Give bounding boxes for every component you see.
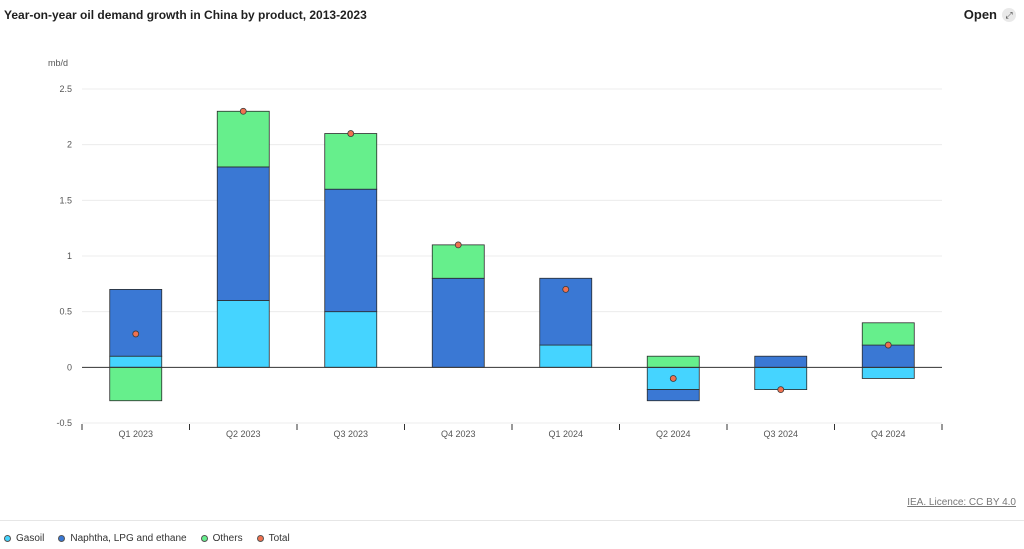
y-tick-label: -0.5: [56, 418, 72, 428]
total-points: [132, 107, 892, 394]
bar-segment-naphtha[interactable]: [324, 188, 378, 313]
total-point[interactable]: [347, 130, 355, 137]
chart-title: Year-on-year oil demand growth in China …: [4, 8, 367, 22]
bar-segment-others[interactable]: [109, 366, 163, 402]
total-point[interactable]: [669, 375, 677, 382]
bar-segment-naphtha[interactable]: [216, 166, 270, 301]
bar-segment-naphtha[interactable]: [431, 277, 485, 368]
x-tick-label: Q3 2024: [763, 429, 798, 439]
total-point[interactable]: [454, 241, 462, 249]
x-tick-label: Q2 2024: [656, 429, 691, 439]
y-tick-label: 1: [67, 251, 72, 261]
y-tick-label: 2: [67, 140, 72, 150]
bar-segment-others[interactable]: [216, 110, 270, 168]
bar-segment-gasoil[interactable]: [109, 355, 163, 368]
total-point[interactable]: [562, 285, 570, 293]
bar-segment-gasoil[interactable]: [861, 366, 915, 379]
bar-segment-gasoil[interactable]: [324, 311, 378, 368]
legend-swatch-gasoil: [4, 535, 11, 542]
x-tick-label: Q4 2023: [441, 429, 476, 439]
bar-segment-gasoil[interactable]: [216, 300, 270, 368]
bar-segment-naphtha[interactable]: [754, 355, 808, 368]
legend-label-gasoil: Gasoil: [16, 533, 45, 544]
x-tick-label: Q1 2024: [548, 429, 583, 439]
bar-segment-naphtha[interactable]: [646, 389, 700, 402]
y-tick-label: 1.5: [59, 195, 72, 205]
y-tick-label: 2.5: [59, 84, 72, 94]
legend: Gasoil Naphtha, LPG and ethane Others To…: [4, 533, 290, 544]
bar-segment-others[interactable]: [324, 133, 378, 190]
legend-label-others: Others: [212, 533, 243, 544]
x-tick-label: Q3 2023: [333, 429, 368, 439]
licence-link[interactable]: IEA. Licence: CC BY 4.0: [907, 497, 1016, 508]
total-point[interactable]: [884, 341, 892, 349]
total-point[interactable]: [777, 386, 785, 394]
legend-label-naphtha: Naphtha, LPG and ethane: [70, 533, 187, 544]
divider: [0, 520, 1024, 521]
bar-segment-others[interactable]: [646, 355, 700, 368]
y-tick-label: 0.5: [59, 307, 72, 317]
legend-swatch-total: [256, 535, 264, 542]
expand-arrows-icon: ⤢: [1002, 7, 1016, 22]
x-tick-label: Q1 2023: [118, 429, 153, 439]
gridlines: [82, 88, 942, 424]
x-tick-label: Q4 2024: [871, 429, 906, 439]
total-point[interactable]: [239, 107, 247, 115]
legend-item-naphtha[interactable]: Naphtha, LPG and ethane: [58, 533, 187, 544]
open-button[interactable]: Open ⤢: [964, 7, 1016, 22]
legend-label-total: Total: [268, 533, 290, 544]
legend-swatch-others: [200, 535, 208, 542]
total-point[interactable]: [132, 330, 140, 338]
chart-area: 2.5 2 1.5 1 0.5 0 -0.5 Q1 2023 Q2 2023 Q3 2023 Q4 …: [48, 58, 943, 439]
legend-item-total[interactable]: Total: [256, 533, 290, 544]
open-button-label: Open: [963, 7, 997, 22]
bars: [109, 110, 915, 402]
axes: 2.5 2 1.5 1 0.5 0 -0.5 Q1 2023 Q2 2023 Q3 2023 Q4 …: [56, 84, 943, 439]
bar-segment-naphtha[interactable]: [109, 288, 163, 357]
y-axis-label: mb/d: [48, 58, 68, 68]
legend-item-gasoil[interactable]: Gasoil: [4, 533, 44, 544]
y-tick-label: 0: [67, 362, 72, 372]
x-tick-label: Q2 2023: [226, 429, 261, 439]
legend-swatch-naphtha: [58, 535, 66, 542]
legend-item-others[interactable]: Others: [200, 533, 243, 544]
bar-segment-gasoil[interactable]: [539, 344, 593, 368]
bar-segment-others[interactable]: [431, 244, 485, 279]
